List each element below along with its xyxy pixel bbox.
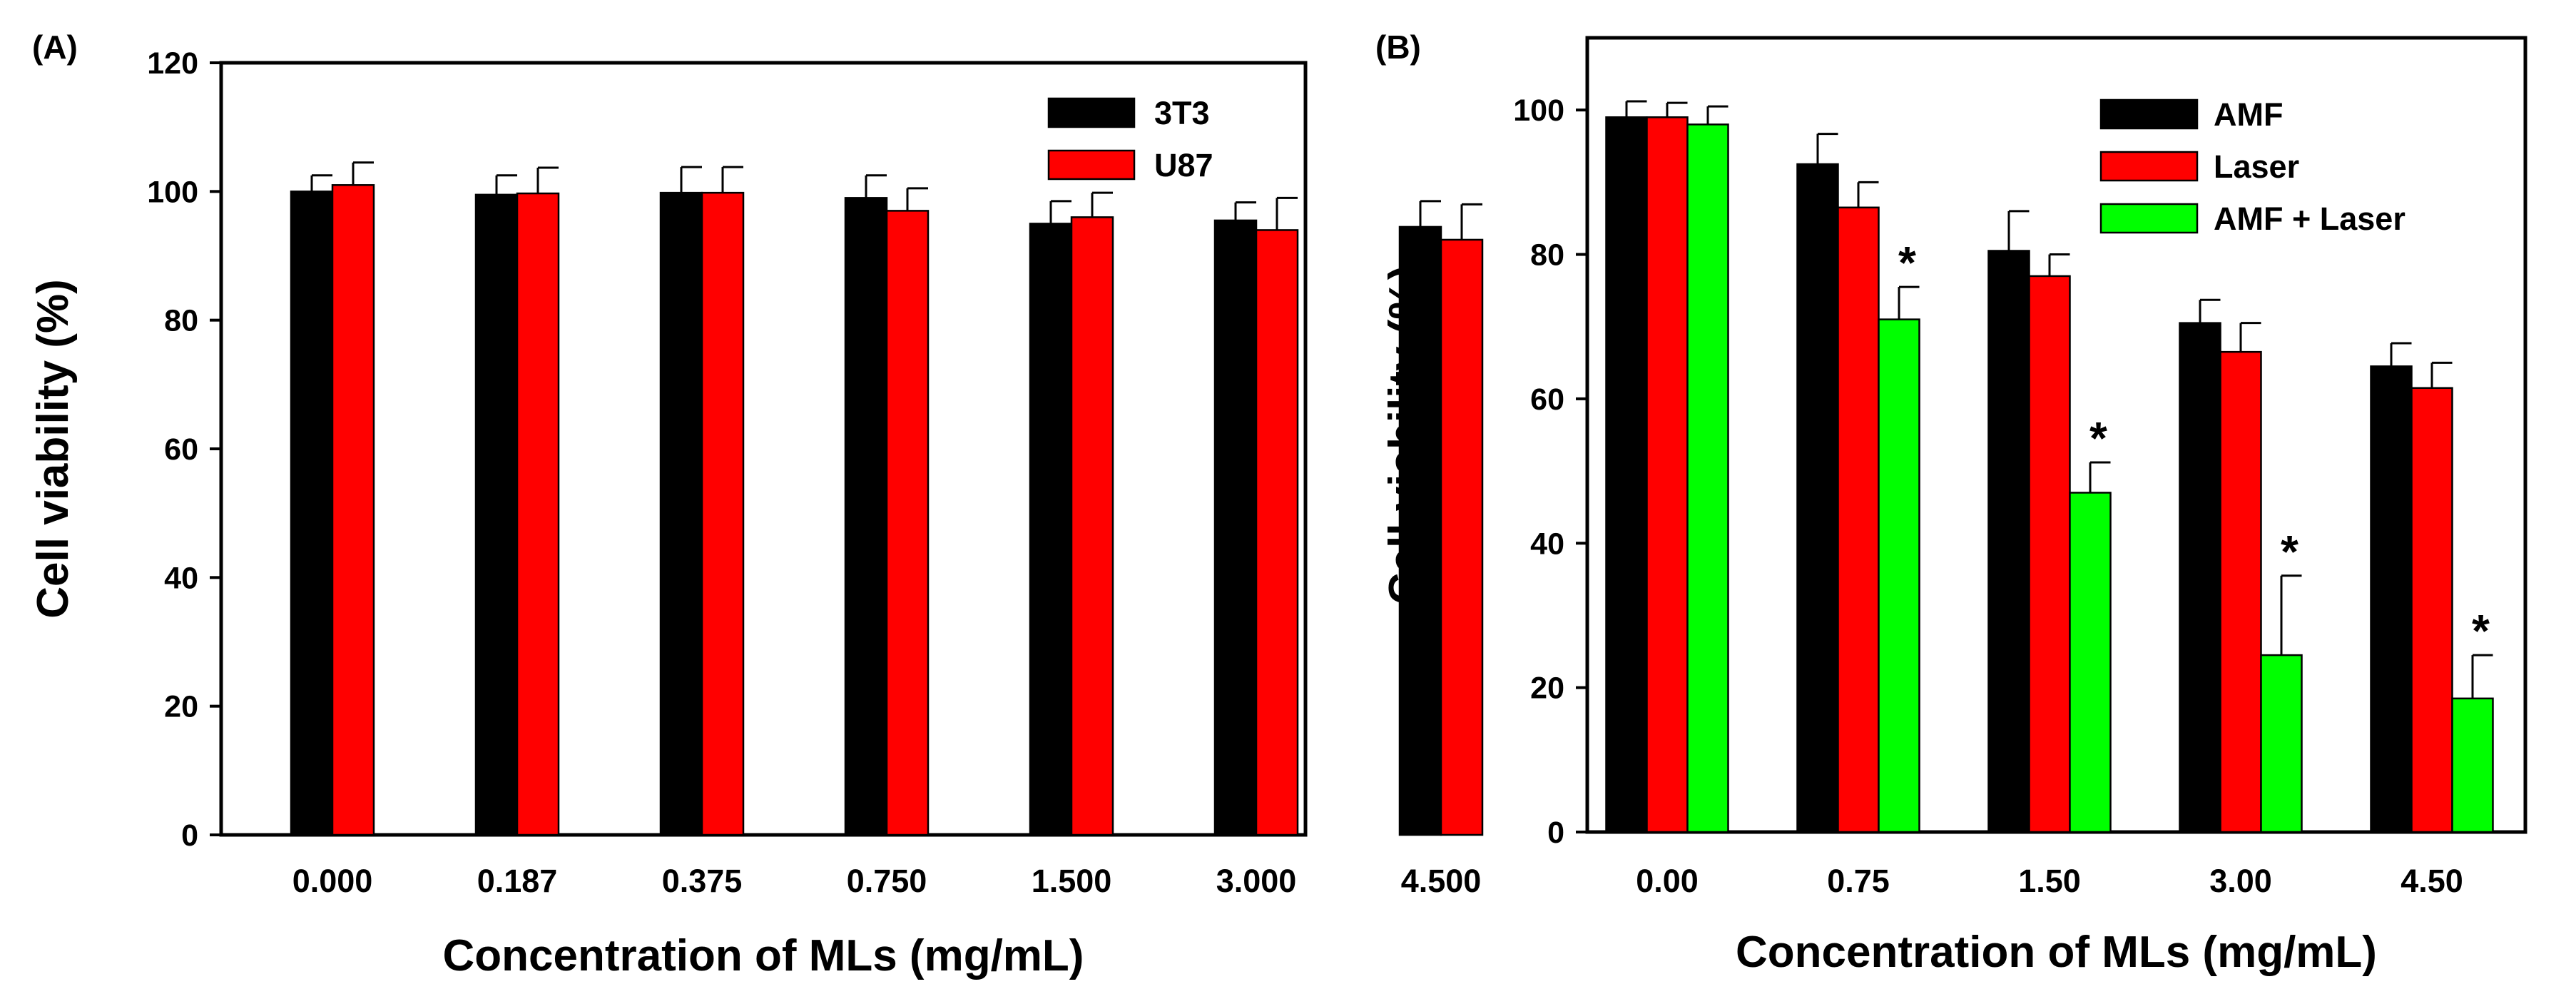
bar-amf-laser-3.00 <box>2260 654 2303 833</box>
y-tick-label: 20 <box>164 690 198 724</box>
significance-star: * <box>2472 605 2490 656</box>
bar-amf-0.00 <box>1605 116 1648 833</box>
y-tick-label: 100 <box>147 175 198 209</box>
x-tick-label: 4.500 <box>1401 863 1482 899</box>
legend-swatch <box>2099 203 2199 234</box>
legend-swatch <box>2099 98 2199 130</box>
x-tick-label: 0.00 <box>1636 863 1699 899</box>
x-tick-label: 4.50 <box>2401 863 2463 899</box>
chart-panel-1: (A) 0 20 40 60 80 100 120 Cell viability (%) Conc… <box>29 29 1484 980</box>
x-axis-label: Concentration of MLs (mg/mL) <box>1736 928 2377 977</box>
bar-u87-0.000 <box>331 184 375 836</box>
x-tick-label: 3.000 <box>1216 863 1297 899</box>
bar-laser-0.00 <box>1646 116 1689 833</box>
y-tick-label: 120 <box>147 46 198 81</box>
legend-label: U87 <box>1154 147 1213 183</box>
legend-label: AMF <box>2214 96 2283 133</box>
y-tick-label: 20 <box>1530 671 1564 706</box>
panel-label: (B) <box>1375 29 1421 66</box>
x-tick-label: 0.750 <box>847 863 927 899</box>
legend-swatch <box>1047 149 1136 181</box>
bar-amf-laser-0.00 <box>1686 123 1729 833</box>
legend-label: Laser <box>2214 148 2299 185</box>
bar-u87-0.750 <box>885 210 930 836</box>
bar-amf-0.75 <box>1796 163 1839 833</box>
bar-amf-laser-4.50 <box>2451 697 2494 833</box>
y-tick-label: 80 <box>164 304 198 338</box>
legend-label: AMF + Laser <box>2214 201 2406 237</box>
x-tick-label: 3.00 <box>2209 863 2272 899</box>
bar-laser-1.50 <box>2028 275 2071 833</box>
x-tick-label: 0.75 <box>1827 863 1890 899</box>
y-tick-label: 0 <box>181 818 198 853</box>
bar-amf-4.50 <box>2370 365 2413 833</box>
bar-laser-0.75 <box>1837 206 1880 833</box>
bar-u87-4.500 <box>1440 238 1484 836</box>
bar-laser-3.00 <box>2219 350 2262 833</box>
x-tick-label: 0.000 <box>292 863 373 899</box>
y-tick-label: 40 <box>1530 527 1564 561</box>
x-tick-label: 0.187 <box>477 863 558 899</box>
x-tick-label: 1.500 <box>1032 863 1112 899</box>
bar-3t3-0.187 <box>474 193 519 836</box>
y-tick-label: 100 <box>1513 93 1564 128</box>
bar-3t3-3.000 <box>1213 219 1258 836</box>
chart-panel-2: (B) 0 20 40 60 80 100 Cell viability (%) Concent… <box>1375 29 2527 977</box>
bar-amf-laser-1.50 <box>2069 492 2112 833</box>
y-axis-label: Cell viability (%) <box>1380 265 1430 604</box>
bar-amf-laser-0.75 <box>1878 318 1920 833</box>
bar-3t3-0.000 <box>290 191 334 836</box>
significance-star: * <box>2089 412 2107 464</box>
bar-u87-0.187 <box>516 192 560 836</box>
bar-u87-1.500 <box>1070 216 1114 836</box>
x-tick-label: 0.375 <box>662 863 743 899</box>
y-tick-label: 60 <box>1530 382 1564 417</box>
bar-3t3-1.500 <box>1029 223 1073 836</box>
bar-amf-1.50 <box>1987 250 2030 833</box>
bar-u87-3.000 <box>1255 229 1299 836</box>
significance-star: * <box>2281 526 2298 577</box>
significance-star: * <box>1898 237 1916 288</box>
bar-3t3-0.750 <box>844 197 888 836</box>
y-tick-label: 40 <box>164 561 198 595</box>
y-axis-label: Cell viability (%) <box>29 279 78 618</box>
legend-swatch <box>1047 97 1136 128</box>
bar-3t3-4.500 <box>1398 225 1442 836</box>
y-tick-label: 80 <box>1530 238 1564 273</box>
bar-laser-4.50 <box>2410 387 2453 833</box>
bar-3t3-0.375 <box>659 191 703 836</box>
y-tick-label: 0 <box>1547 816 1564 850</box>
x-tick-label: 1.50 <box>2018 863 2081 899</box>
legend-label: 3T3 <box>1154 95 1210 131</box>
y-tick-label: 60 <box>164 432 198 467</box>
bar-u87-0.375 <box>701 191 745 836</box>
plot-frame <box>219 61 1308 837</box>
panel-label: (A) <box>32 29 78 66</box>
x-axis-label: Concentration of MLs (mg/mL) <box>443 931 1084 980</box>
legend-swatch <box>2099 151 2199 182</box>
bar-amf-3.00 <box>2179 322 2221 833</box>
